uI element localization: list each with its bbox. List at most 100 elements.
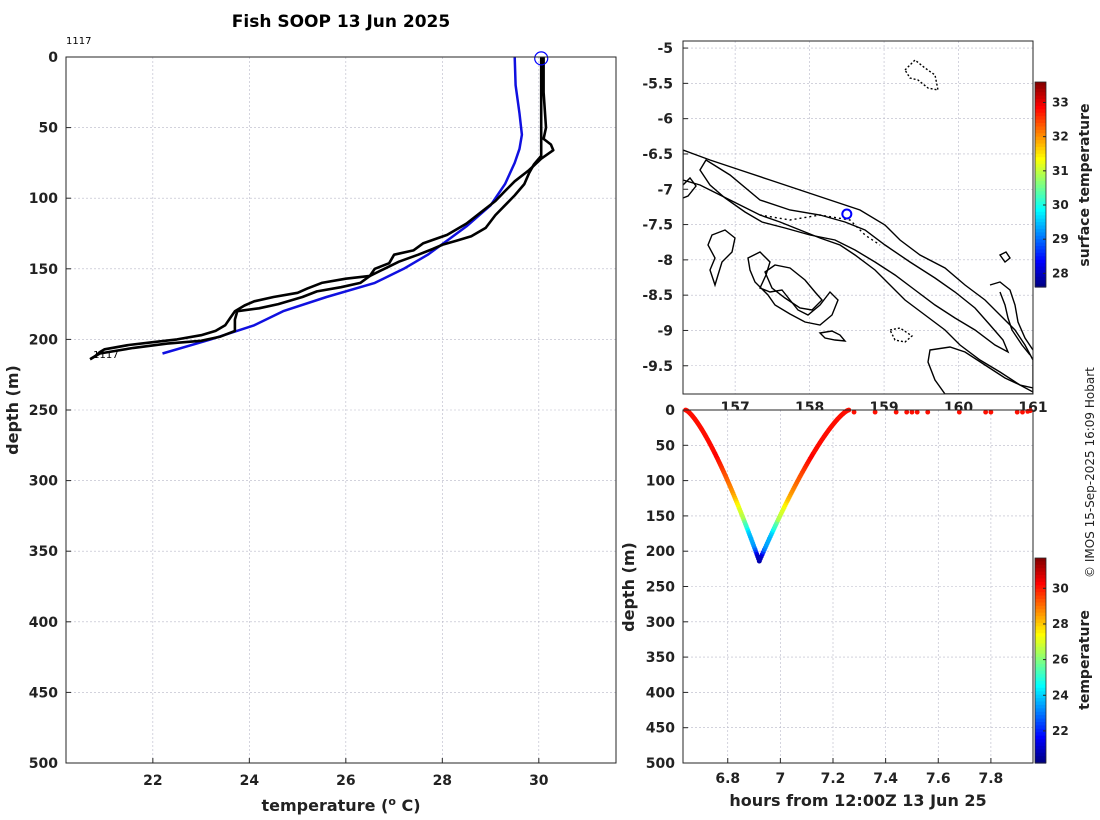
colorbar-segment [1035, 269, 1046, 274]
colorbar-segment [1035, 191, 1046, 196]
map-y-tick-label: -8.5 [642, 288, 673, 304]
colorbar-segment [1035, 619, 1046, 624]
colorbar-segment [1035, 674, 1046, 679]
colorbar-segment [1035, 718, 1046, 723]
surface-point [909, 409, 915, 415]
colorbar-segment [1035, 211, 1046, 216]
y-tick-label: 100 [29, 191, 58, 207]
map-y-tick-label: -8 [657, 253, 673, 269]
colorbar-segment [1035, 263, 1046, 268]
section-y-axis-label: depth (m) [619, 542, 638, 632]
colorbar-segment [1035, 588, 1046, 593]
colorbar-segment [1035, 595, 1046, 600]
colorbar-segment [1035, 653, 1046, 658]
colorbar-segment [1035, 153, 1046, 158]
section-frame [682, 409, 1034, 764]
colorbar-segment [1035, 242, 1046, 247]
section-x-tick-label: 7.2 [821, 771, 846, 787]
map-y-tick-label: -7.5 [642, 218, 673, 234]
colorbar-tick-label: 24 [1052, 688, 1069, 702]
section-colorbar-label: temperature [1077, 610, 1093, 710]
colorbar-segment [1035, 684, 1046, 689]
colorbar-segment [1035, 222, 1046, 227]
colorbar-segment [1035, 650, 1046, 655]
surface-point [925, 409, 931, 415]
east-coast-inner [999, 291, 1031, 356]
mid-island-outer [764, 264, 823, 311]
temperature-profile-panel: Fish SOOP 13 Jun 2025 22 24 26 28 3005010015… [3, 12, 617, 815]
colorbar-segment [1035, 198, 1046, 203]
colorbar-segment [1035, 602, 1046, 607]
colorbar-segment [1035, 749, 1046, 754]
colorbar-segment [1035, 273, 1046, 278]
colorbar-tick-label: 30 [1052, 198, 1069, 212]
chart-title: Fish SOOP 13 Jun 2025 [232, 12, 450, 32]
depth-time-section-panel: 6.8 7 7.2 7.4 7.6 7.8 0 50 100 150 200 250 300 350 400… [619, 403, 1093, 810]
colorbar-segment [1035, 126, 1046, 131]
colorbar-segment [1035, 201, 1046, 206]
colorbar-segment [1035, 232, 1046, 237]
map-y-tick-label: -9 [657, 323, 673, 339]
colorbar-segment [1035, 215, 1046, 220]
colorbar-segment [1035, 280, 1046, 285]
colorbar-segment [1035, 105, 1046, 110]
colorbar-segment [1035, 239, 1046, 244]
colorbar-segment [1035, 561, 1046, 566]
colorbar-segment [1035, 728, 1046, 733]
colorbar-segment [1035, 82, 1046, 87]
colorbar-segment [1035, 752, 1046, 757]
colorbar-segment [1035, 640, 1046, 645]
colorbar-segment [1035, 164, 1046, 169]
section-x-tick-label: 6.8 [715, 771, 740, 787]
surface-point [904, 409, 910, 415]
reef-dots [759, 214, 881, 246]
colorbar-segment [1035, 708, 1046, 713]
colorbar-segment [1035, 643, 1046, 648]
colorbar-segment [1035, 670, 1046, 675]
colorbar-tick-label: 26 [1052, 653, 1069, 667]
profile-id-label: 1117 [66, 36, 91, 47]
colorbar-segment [1035, 571, 1046, 576]
colorbar-segment [1035, 194, 1046, 199]
colorbar-segment [1035, 616, 1046, 621]
section-x-tick-label: 7.6 [926, 771, 951, 787]
colorbar-segment [1035, 558, 1046, 563]
series-upcast-line [89, 57, 543, 361]
colorbar-segment [1035, 657, 1046, 662]
map-panel: 157 158 159 160 161-5-5.5-6-6.5-7-7.5-8-8.5-… [642, 40, 1093, 416]
colorbar-segment [1035, 605, 1046, 610]
colorbar-segment [1035, 578, 1046, 583]
colorbar-segment [1035, 218, 1046, 223]
y-tick-label: 350 [29, 544, 58, 560]
map-y-tick-label: -6 [657, 112, 673, 128]
colorbar-segment [1035, 136, 1046, 141]
x-axis-label: temperature (o C) [261, 795, 420, 815]
colorbar-segment [1035, 612, 1046, 617]
section-y-tick-label: 100 [646, 474, 675, 490]
small-island-b [998, 251, 1011, 264]
colorbar-segment [1035, 187, 1046, 192]
section-y-tick-label: 450 [646, 721, 675, 737]
lower-island-contour [927, 346, 1033, 394]
surface-point [956, 409, 962, 415]
y-tick-label: 200 [29, 332, 58, 348]
colorbar-tick-label: 28 [1052, 617, 1069, 631]
west-island-contour [707, 229, 736, 288]
colorbar-tick-label: 30 [1052, 581, 1069, 595]
colorbar-segment [1035, 123, 1046, 128]
x-tick-label: 22 [143, 773, 162, 789]
surface-temperature-colorbar: 28 29 30 31 32 33 [1034, 81, 1069, 288]
colorbar-segment [1035, 177, 1046, 182]
colorbar-segment [1035, 667, 1046, 672]
colorbar-segment [1035, 745, 1046, 750]
y-tick-label: 250 [29, 403, 58, 419]
section-y-tick-label: 400 [646, 685, 675, 701]
colorbar-segment [1035, 283, 1046, 288]
colorbar-tick-label: 33 [1052, 96, 1069, 110]
section-y-tick-label: 50 [656, 438, 676, 454]
colorbar-segment [1035, 575, 1046, 580]
colorbar-segment [1035, 629, 1046, 634]
colorbar-segment [1035, 704, 1046, 709]
colorbar-segment [1035, 181, 1046, 186]
